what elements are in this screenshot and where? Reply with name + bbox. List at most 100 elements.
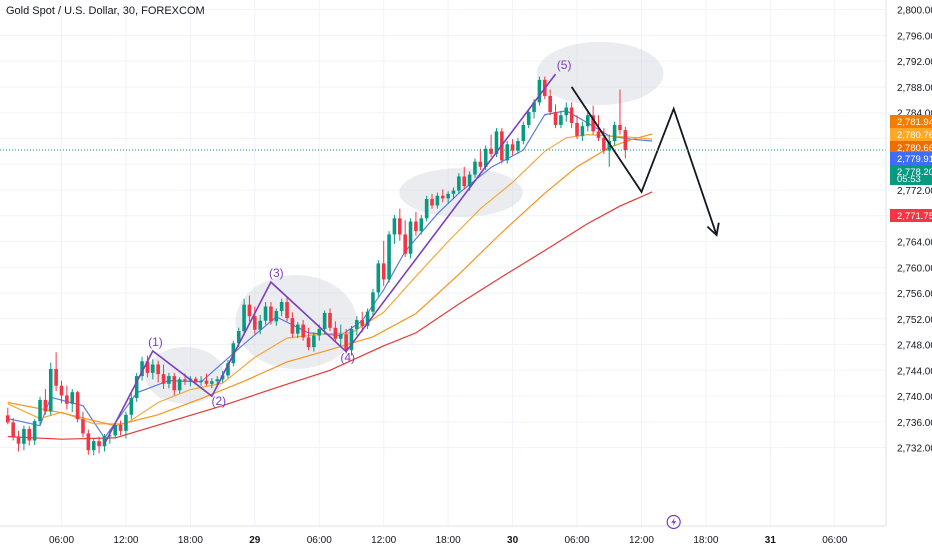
candle-body bbox=[564, 107, 569, 116]
ma-line bbox=[7, 110, 653, 439]
candle-body bbox=[215, 379, 220, 382]
price-badge-text: 2,781.94 bbox=[897, 117, 932, 128]
time-tick-label: 06:00 bbox=[307, 535, 332, 546]
candle-body bbox=[392, 218, 397, 235]
candle-body bbox=[505, 144, 510, 161]
candle-body bbox=[81, 419, 85, 434]
price-badge-text: 2,771.75 bbox=[897, 211, 932, 222]
projection-arrowhead bbox=[706, 222, 720, 237]
candle-body bbox=[6, 415, 10, 423]
candle-body bbox=[473, 161, 477, 175]
time-tick-label: 18:00 bbox=[693, 535, 718, 546]
candle-body bbox=[269, 306, 273, 322]
price-tick-label: 2,788.00 bbox=[897, 83, 932, 94]
time-tick-label: 31 bbox=[765, 535, 777, 546]
time-tick-label: 12:00 bbox=[113, 535, 138, 546]
candle-body bbox=[161, 374, 166, 384]
time-axis: 06:00 12:00 18:00 29 06:00 12:00 18:00 30 06:00 1… bbox=[0, 525, 886, 546]
wave-label: (3) bbox=[269, 266, 284, 280]
highlight-ellipse bbox=[235, 274, 357, 370]
candle-body bbox=[183, 379, 187, 381]
candle-body bbox=[48, 369, 53, 412]
price-badge-text: 2,780.66 bbox=[897, 143, 932, 154]
candle-body bbox=[387, 234, 391, 280]
candle-body bbox=[381, 263, 386, 280]
candle-body bbox=[478, 161, 483, 167]
candle-body bbox=[451, 190, 456, 194]
candle-body bbox=[462, 176, 467, 187]
price-badge-text: 2,780.76 bbox=[897, 130, 932, 141]
lightning-bolt bbox=[671, 518, 677, 526]
candle-body bbox=[623, 130, 628, 151]
candle-body bbox=[193, 378, 198, 382]
highlight-ellipses bbox=[145, 41, 664, 404]
time-tick-label: 06:00 bbox=[565, 535, 590, 546]
candle-body bbox=[27, 428, 32, 441]
candle-body bbox=[140, 361, 144, 377]
candle-body bbox=[108, 435, 112, 437]
time-tick-label: 30 bbox=[507, 535, 519, 546]
candle-body bbox=[301, 324, 305, 338]
candle-body bbox=[118, 425, 123, 431]
candle-body bbox=[419, 218, 424, 232]
time-tick-label: 06:00 bbox=[822, 535, 847, 546]
candle-body bbox=[607, 141, 612, 151]
candle-body bbox=[247, 304, 252, 317]
price-tick-label: 2,764.00 bbox=[897, 238, 932, 249]
candle-body bbox=[408, 221, 413, 254]
candle-body bbox=[86, 433, 91, 451]
grid bbox=[0, 0, 886, 526]
price-badge-text: 2,778.20 bbox=[897, 167, 932, 178]
candle-body bbox=[210, 381, 214, 384]
candle-body bbox=[279, 302, 284, 312]
candle-body bbox=[526, 112, 531, 125]
candle-body bbox=[97, 441, 101, 447]
candle-body bbox=[553, 112, 558, 125]
candle-body bbox=[258, 320, 262, 330]
candle-body bbox=[285, 302, 289, 319]
price-badge bbox=[890, 152, 932, 165]
candle-body bbox=[129, 397, 134, 415]
candle-body bbox=[156, 364, 160, 375]
candle-body bbox=[602, 137, 606, 151]
ma-line bbox=[7, 133, 653, 425]
price-labels: 2,781.94 2,780.76 2,780.662,779.91 2,778.20… bbox=[890, 115, 932, 222]
price-badge bbox=[890, 115, 932, 128]
price-badge bbox=[890, 175, 932, 185]
candle-body bbox=[226, 363, 230, 376]
price-tick-label: 2,756.00 bbox=[897, 289, 932, 300]
candle-body bbox=[295, 324, 300, 334]
price-badge bbox=[890, 141, 932, 154]
price-tick-label: 2,744.00 bbox=[897, 366, 932, 377]
candle-body bbox=[580, 126, 585, 136]
candle-body bbox=[365, 311, 370, 326]
candle-body bbox=[322, 312, 327, 330]
price-tick-label: 2,748.00 bbox=[897, 341, 932, 352]
chart-title: Gold Spot / U.S. Dollar, 30, FOREXCOM bbox=[6, 5, 205, 17]
candle-body bbox=[371, 292, 375, 312]
event-marker[interactable] bbox=[666, 514, 681, 530]
candle-body bbox=[349, 329, 354, 351]
candle-body bbox=[38, 399, 42, 422]
candle-body bbox=[446, 193, 450, 199]
candle-body bbox=[306, 337, 311, 348]
candle-body bbox=[521, 124, 526, 142]
price-tick-label: 2,800.00 bbox=[897, 6, 932, 17]
candle-body bbox=[559, 115, 563, 125]
candle-body bbox=[575, 123, 579, 136]
candle-body bbox=[236, 331, 241, 344]
candle-body bbox=[360, 320, 365, 326]
wave-label: (1) bbox=[148, 335, 163, 349]
candle-body bbox=[274, 311, 279, 322]
price-tick-label: 2,792.00 bbox=[897, 57, 932, 68]
candle-body bbox=[75, 392, 80, 420]
price-badge bbox=[890, 165, 932, 178]
price-badge-text: 05:53 bbox=[897, 174, 921, 185]
price-tick-label: 2,772.00 bbox=[897, 186, 932, 197]
candle-body bbox=[338, 334, 343, 339]
candle-body bbox=[172, 376, 177, 391]
candle-body bbox=[537, 79, 542, 103]
candle-body bbox=[516, 141, 520, 151]
